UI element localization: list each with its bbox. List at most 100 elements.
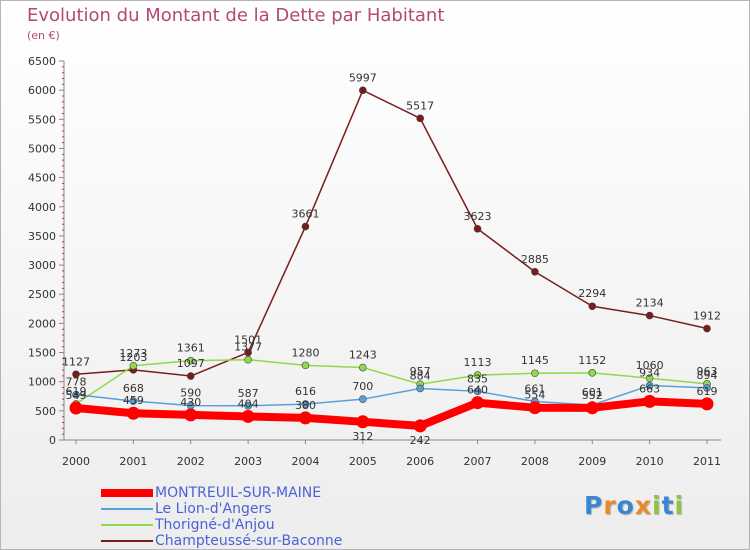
data-point — [645, 311, 654, 320]
x-tick-label: 2004 — [291, 455, 319, 468]
series-line — [75, 384, 708, 407]
data-label: 601 — [582, 386, 603, 399]
data-label: 957 — [410, 365, 431, 378]
data-point — [703, 384, 711, 392]
data-label: 1243 — [349, 349, 377, 362]
x-tick-label: 2010 — [636, 455, 664, 468]
series-line — [72, 397, 711, 430]
data-point — [72, 390, 80, 399]
logo-letter: x — [634, 491, 652, 520]
data-point — [473, 224, 482, 233]
x-tick-label: 2011 — [693, 455, 721, 468]
data-label: 242 — [410, 434, 431, 447]
logo-letter: r — [603, 491, 617, 520]
data-point — [301, 222, 310, 231]
data-point — [473, 371, 482, 379]
legend-label: Champteussé-sur-Baconne — [155, 533, 343, 549]
y-tick-label: 2500 — [28, 288, 56, 301]
legend-label: Le Lion-d'Angers — [155, 501, 272, 517]
logo-letter: i — [674, 491, 685, 520]
x-tick-label: 2002 — [177, 455, 205, 468]
data-label: 549 — [66, 389, 87, 402]
data-label: 963 — [697, 365, 718, 378]
data-point — [301, 400, 310, 408]
data-label: 1113 — [464, 356, 492, 369]
data-label: 619 — [66, 385, 87, 398]
x-tick-label: 2008 — [521, 455, 549, 468]
data-point — [301, 361, 310, 370]
data-point — [241, 409, 255, 423]
legend-label: Thorigné-d'Anjou — [155, 517, 275, 533]
data-label: 1912 — [693, 310, 721, 323]
legend-swatch — [101, 540, 153, 542]
x-tick-label: 2003 — [234, 455, 262, 468]
x-tick-label: 2005 — [349, 455, 377, 468]
data-point — [645, 381, 654, 390]
data-label: 380 — [295, 399, 316, 412]
data-point — [588, 302, 597, 311]
data-point — [186, 356, 195, 365]
y-tick-label: 4000 — [28, 201, 56, 214]
data-label: 404 — [238, 397, 259, 410]
data-point — [413, 419, 427, 433]
legend-swatch — [101, 524, 153, 526]
data-label: 661 — [524, 382, 545, 395]
data-point — [184, 408, 198, 422]
data-label: 1361 — [177, 342, 205, 355]
data-point — [645, 374, 654, 382]
data-point — [703, 324, 711, 333]
data-point — [129, 397, 138, 405]
data-point — [359, 363, 367, 372]
logo-letter: i — [652, 491, 662, 520]
y-tick-label: 3500 — [28, 230, 56, 243]
data-point — [244, 401, 252, 410]
data-point — [126, 406, 140, 420]
data-point — [471, 396, 485, 410]
data-label: 640 — [467, 384, 488, 397]
data-label: 552 — [582, 389, 603, 402]
data-label: 1377 — [234, 341, 262, 354]
data-label: 1145 — [521, 354, 549, 367]
data-label: 587 — [238, 387, 259, 400]
y-tick-label: 4500 — [28, 172, 56, 185]
chart-title: Evolution du Montant de la Dette par Hab… — [27, 5, 445, 26]
y-tick-label: 1000 — [28, 376, 56, 389]
data-label: 2134 — [636, 297, 664, 310]
data-label: 668 — [123, 382, 144, 395]
data-label: 2885 — [521, 253, 549, 266]
data-label: 1280 — [291, 346, 319, 359]
legend-swatch — [101, 508, 153, 510]
x-tick-label: 2009 — [578, 455, 606, 468]
data-point — [416, 114, 424, 123]
data-point — [416, 384, 424, 393]
series-line — [75, 89, 708, 377]
y-tick-label: 6000 — [28, 84, 56, 97]
logo-letter: P — [584, 491, 604, 520]
data-label: 616 — [295, 385, 316, 398]
data-label: 1060 — [636, 359, 664, 372]
data-label: 459 — [123, 394, 144, 407]
data-point — [359, 86, 367, 95]
legend-label: MONTREUIL-SUR-MAINE — [155, 485, 322, 501]
data-label: 1127 — [62, 355, 90, 368]
y-tick-label: 3000 — [28, 259, 56, 272]
chart-subtitle: (en €) — [27, 29, 60, 42]
data-label: 884 — [410, 369, 431, 382]
data-label: 1203 — [119, 351, 147, 364]
data-label: 5517 — [406, 99, 434, 112]
data-point — [643, 394, 657, 408]
data-point — [244, 355, 252, 364]
data-point — [72, 370, 80, 379]
data-label: 5997 — [349, 71, 377, 84]
data-label: 3623 — [464, 210, 492, 223]
data-label: 1501 — [234, 333, 262, 346]
y-tick-label: 0 — [49, 434, 56, 447]
data-label: 778 — [66, 376, 87, 389]
y-tick-label: 5500 — [28, 113, 56, 126]
y-tick-label: 500 — [35, 405, 56, 418]
data-point — [588, 369, 597, 377]
data-label: 1097 — [177, 357, 205, 370]
data-label: 663 — [639, 382, 660, 395]
